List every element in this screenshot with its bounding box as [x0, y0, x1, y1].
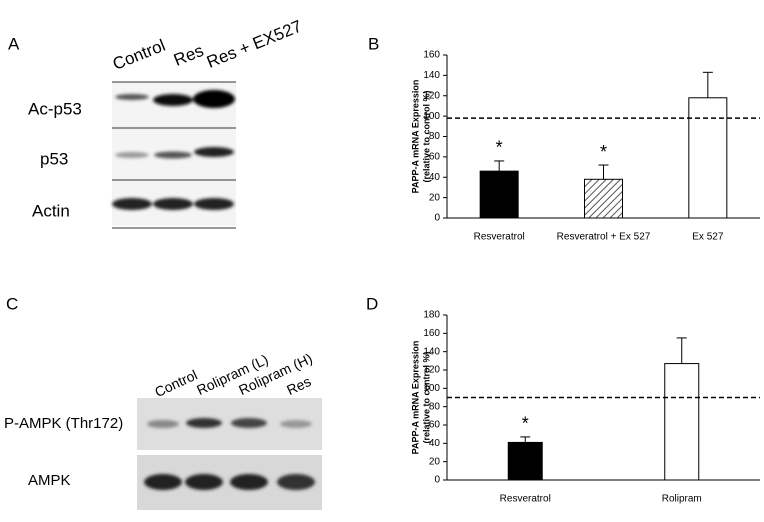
- panel-label: A: [8, 34, 20, 53]
- blot-c: [137, 398, 322, 510]
- row-label: AMPK: [28, 472, 71, 489]
- bar: [507, 441, 543, 481]
- y-tick-label: 80: [429, 131, 441, 142]
- x-tick-label: Rolipram: [662, 494, 702, 505]
- lane-labels: Control Res Res + EX527: [110, 17, 304, 74]
- y-tick-label: 20: [429, 456, 441, 467]
- x-tick-label: Resveratrol: [474, 232, 525, 243]
- row-label: Ac-p53: [28, 99, 82, 118]
- y-tick-label: 160: [423, 50, 440, 61]
- row-label: P-AMPK (Thr172): [4, 415, 123, 432]
- row-label: p53: [40, 149, 68, 168]
- y-tick-label: 120: [423, 365, 440, 376]
- y-axis-label: (relative to control %): [421, 90, 431, 182]
- y-tick-label: 60: [429, 152, 441, 163]
- x-tick-label: Ex 527: [692, 232, 724, 243]
- y-tick-label: 160: [423, 328, 440, 339]
- x-tick-label: Resveratrol + Ex 527: [557, 232, 651, 243]
- lane-label: Control: [110, 36, 168, 74]
- y-tick-label: 0: [434, 475, 440, 486]
- lane-label: Res: [284, 373, 313, 398]
- y-tick-label: 180: [423, 310, 440, 321]
- y-tick-label: 40: [429, 172, 441, 183]
- y-tick-label: 40: [429, 438, 441, 449]
- y-axis-label: PAPP-A mRNA Expression: [410, 341, 420, 455]
- y-axis-label: PAPP-A mRNA Expression: [410, 80, 420, 194]
- lane-label: Control: [152, 366, 200, 400]
- y-tick-label: 140: [423, 346, 440, 357]
- x-tick-label: Resveratrol: [500, 494, 551, 505]
- y-tick-label: 20: [429, 192, 441, 203]
- panel-label: B: [368, 34, 379, 53]
- y-tick-label: 100: [423, 111, 440, 122]
- y-tick-label: 140: [423, 70, 440, 81]
- y-tick-label: 120: [423, 90, 440, 101]
- panel-label: D: [366, 294, 378, 313]
- panel-label: C: [6, 294, 18, 313]
- blot-a: [112, 81, 236, 229]
- row-label: Actin: [32, 201, 70, 220]
- y-tick-label: 0: [434, 213, 440, 224]
- lane-label: Res: [171, 41, 206, 70]
- bar: [688, 97, 728, 219]
- y-tick-label: 60: [429, 420, 441, 431]
- significance-mark: *: [522, 414, 529, 434]
- y-tick-label: 100: [423, 383, 440, 394]
- bar: [479, 170, 519, 219]
- lane-label: Res + EX527: [204, 17, 304, 72]
- y-axis-label: (relative to control %): [421, 351, 431, 443]
- bar: [664, 363, 700, 481]
- significance-mark: *: [600, 142, 607, 162]
- y-tick-label: 80: [429, 401, 441, 412]
- significance-mark: *: [496, 138, 503, 158]
- bar: [584, 178, 623, 219]
